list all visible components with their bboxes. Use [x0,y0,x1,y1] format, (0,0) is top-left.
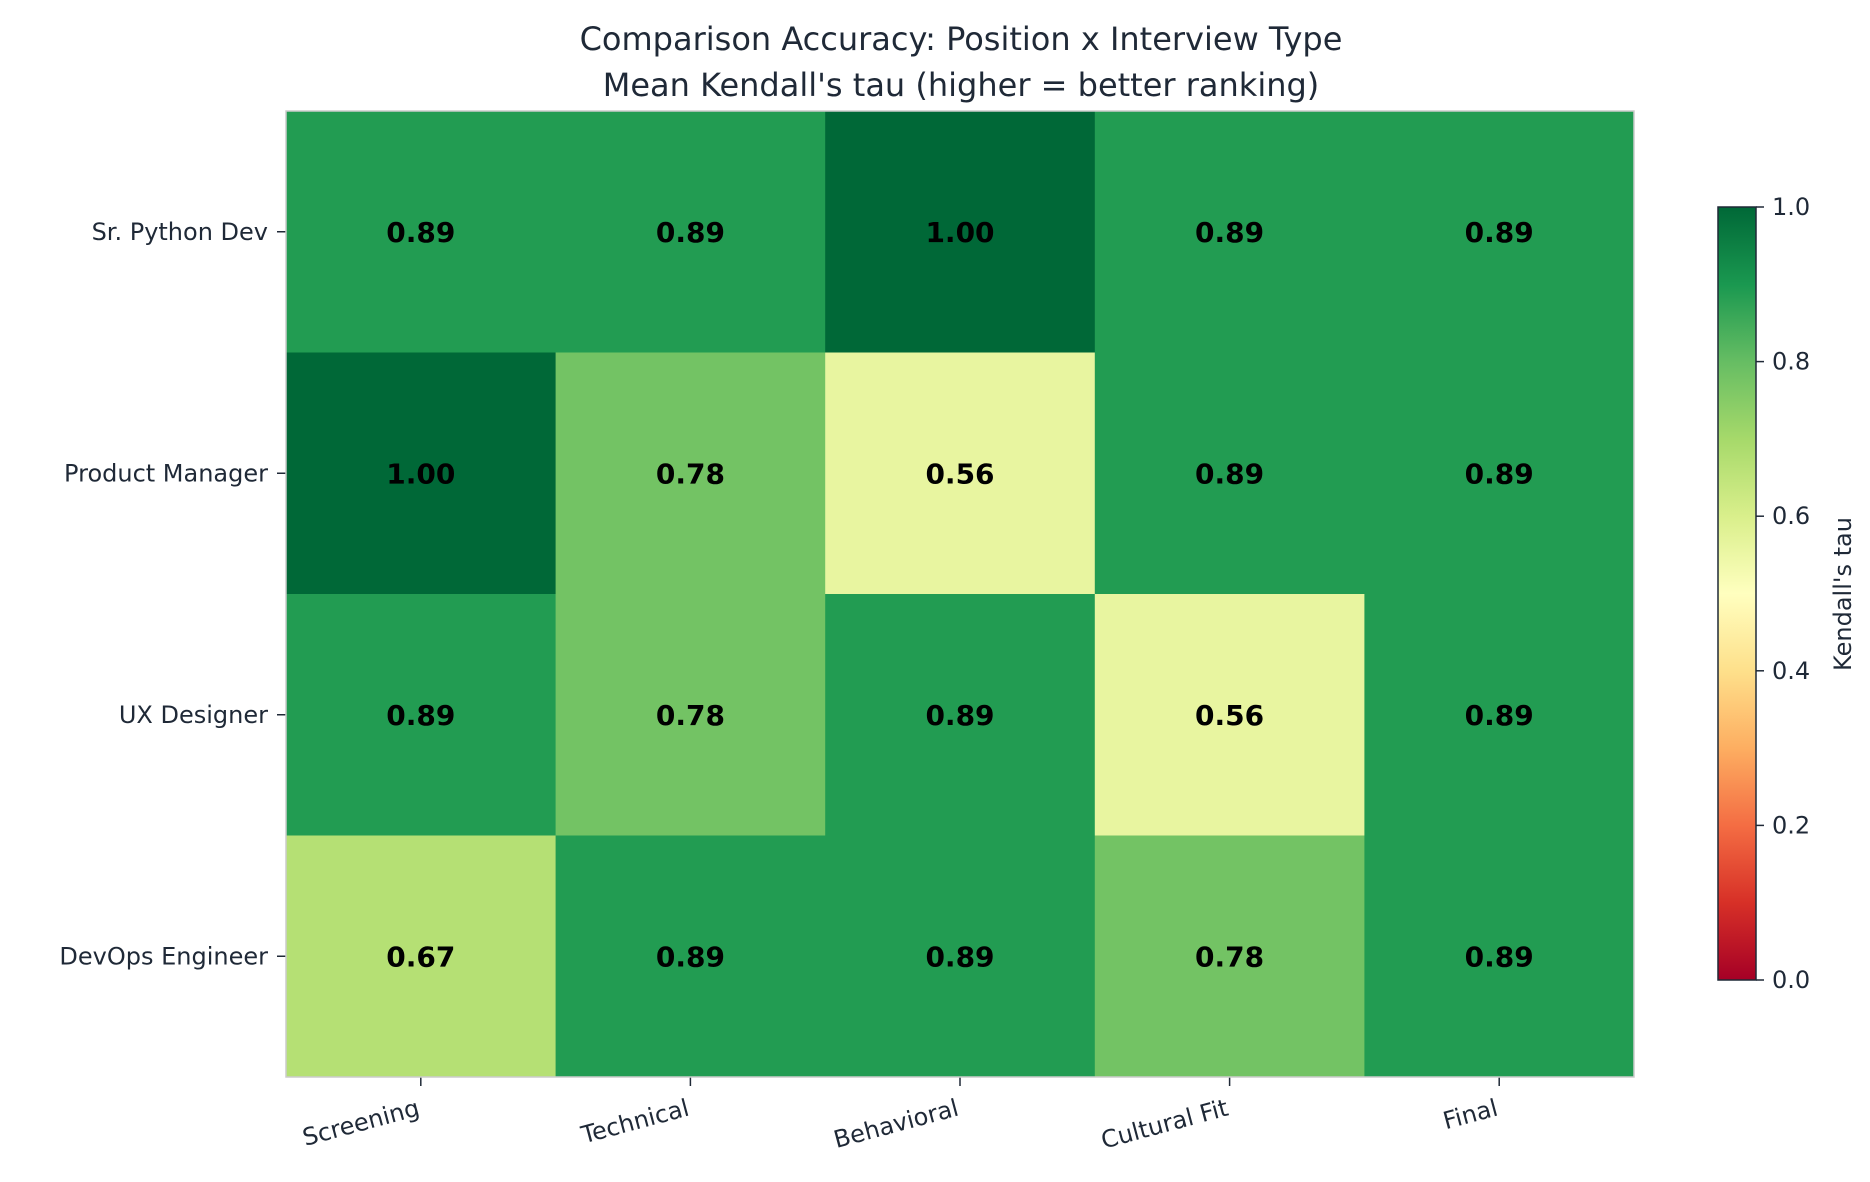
cell-value-label: 0.56 [925,457,994,490]
colorbar-tick-label: 0.6 [1772,502,1810,530]
row-tick-label: DevOps Engineer [59,942,268,970]
heatmap-cell [286,835,557,1078]
cell-value-label: 0.89 [656,216,725,249]
cell-value-label: 0.89 [1465,216,1534,249]
cell-value-label: 0.89 [925,699,994,732]
heatmap-cell [825,352,1096,595]
cell-value-label: 0.78 [1195,940,1264,973]
heatmap-cell [555,594,826,836]
column-tick-label: Behavioral [831,1094,962,1154]
heatmap-cells [286,111,1635,1078]
heatmap-cell [286,111,557,353]
heatmap-cell [555,352,826,595]
heatmap-cell [1364,111,1635,353]
heatmap-cell [1364,594,1635,836]
cell-value-label: 0.89 [1465,457,1534,490]
colorbar-ticks: 0.0 0.2 0.4 0.6 0.8 1.0 [1756,193,1810,994]
colorbar-label: Kendall's tau [1829,517,1857,671]
heatmap-cell [1364,352,1635,595]
colorbar-tick-label: 1.0 [1772,193,1810,221]
column-tick-label: Final [1440,1094,1501,1135]
row-tick-label: Sr. Python Dev [92,218,268,246]
cell-value-label: 0.89 [1195,457,1264,490]
column-tick-label: Technical [577,1094,692,1150]
heatmap-cell [1364,835,1635,1078]
row-tick-label: Product Manager [64,459,268,487]
heatmap-value-labels: 0.89 0.89 1.00 0.89 0.89 1.00 0.78 0.56 0.89 0.89… [386,216,1533,974]
heatmap-cell [1094,594,1365,836]
colorbar-tick-label: 0.2 [1772,811,1810,839]
heatmap-cell [1094,352,1365,595]
heatmap-cell [286,594,557,836]
cell-value-label: 0.89 [925,940,994,973]
heatmap-cell [825,835,1096,1078]
column-tick-label: Cultural Fit [1098,1094,1231,1155]
colorbar-tick-label: 0.4 [1772,657,1810,685]
cell-value-label: 0.89 [1465,699,1534,732]
heatmap-cell [825,111,1096,353]
heatmap-cell [555,835,826,1078]
colorbar-tick-label: 0.0 [1772,966,1810,994]
cell-value-label: 0.89 [1195,216,1264,249]
chart-title: Comparison Accuracy: Position x Intervie… [580,20,1343,58]
colorbar-tick-label: 0.8 [1772,348,1810,376]
column-axis: Screening Technical Behavioral Cultural Fit… [300,1077,1501,1155]
cell-value-label: 0.78 [656,457,725,490]
column-tick-label: Screening [300,1094,423,1152]
cell-value-label: 0.89 [386,216,455,249]
cell-value-label: 0.67 [386,940,455,973]
heatmap-cell [1094,835,1365,1078]
cell-value-label: 1.00 [925,216,994,249]
heatmap-cell [555,111,826,353]
cell-value-label: 0.89 [1465,940,1534,973]
heatmap-cell [825,594,1096,836]
row-axis: Sr. Python Dev Product Manager UX Designer… [59,218,286,970]
colorbar [1717,206,1757,981]
cell-value-label: 0.89 [656,940,725,973]
cell-value-label: 0.78 [656,699,725,732]
plot-frame [285,110,1635,1078]
cell-value-label: 0.89 [386,699,455,732]
chart-subtitle: Mean Kendall's tau (higher = better rank… [603,66,1320,104]
cell-value-label: 0.56 [1195,699,1264,732]
cell-value-label: 1.00 [386,457,455,490]
heatmap-cell [286,352,557,595]
heatmap-cell [1094,111,1365,353]
row-tick-label: UX Designer [119,701,268,729]
